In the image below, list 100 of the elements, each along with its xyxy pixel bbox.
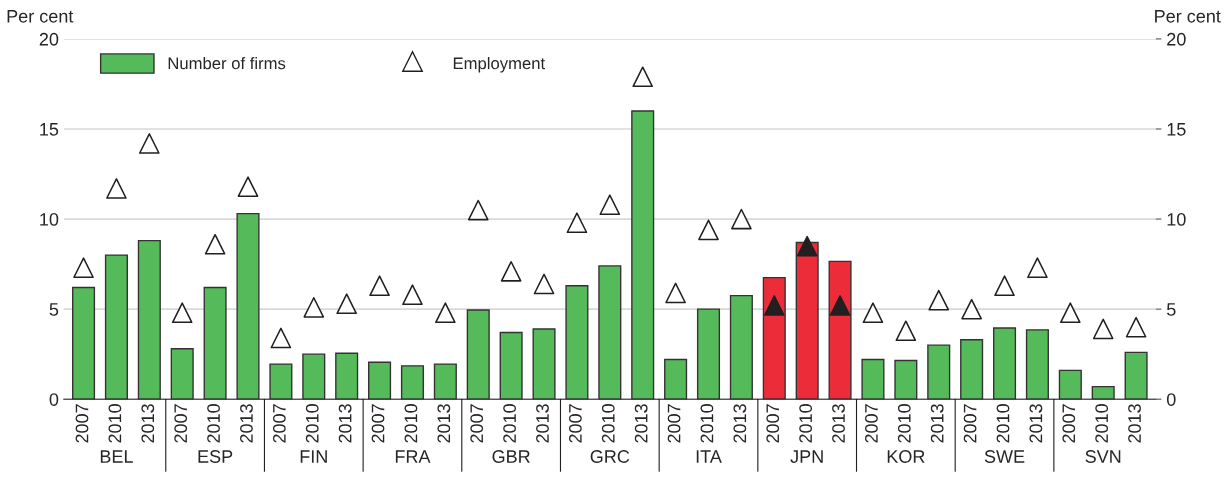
bar — [894, 359, 918, 400]
point — [369, 275, 390, 297]
point — [566, 212, 588, 234]
point — [73, 257, 94, 279]
x-tick-label: 2013 — [1029, 404, 1043, 443]
point — [402, 284, 423, 306]
x-tick-label: 2007 — [174, 404, 188, 443]
point — [171, 302, 193, 324]
point — [763, 295, 785, 316]
x-tick-label: 2013 — [733, 404, 747, 443]
text: ITA — [696, 450, 722, 463]
point — [138, 133, 160, 154]
bar — [466, 309, 490, 400]
point — [665, 282, 686, 304]
x-tick-label: 2007 — [568, 404, 582, 443]
x-tick-label: 2010 — [503, 404, 516, 443]
bar — [71, 286, 96, 400]
x-tick-label: 2013 — [240, 404, 253, 443]
x-tick-label: 2010 — [799, 404, 813, 443]
bar — [302, 353, 326, 400]
x-tick-label: 2007 — [667, 404, 681, 443]
x-tick-label: 2007 — [371, 404, 385, 443]
x-tick-label: 2013 — [437, 404, 451, 443]
x-tick-label: 2010 — [1095, 404, 1109, 443]
text: GRC — [590, 450, 630, 463]
legend-label: Employment — [453, 57, 546, 73]
point — [106, 178, 127, 199]
bar — [598, 265, 622, 400]
point — [435, 302, 456, 324]
bar — [104, 254, 128, 400]
point — [500, 260, 522, 282]
point — [204, 233, 226, 255]
x-tick-label: 2010 — [305, 404, 319, 443]
y2-tick-label: 0 — [1166, 393, 1176, 406]
bar — [1025, 329, 1049, 400]
x-tick-label: 2013 — [141, 404, 155, 443]
text: GBR — [492, 450, 530, 463]
x-tick-label: 2010 — [897, 404, 911, 443]
x-tick-label: 2010 — [108, 404, 122, 443]
x-tick-label: 2013 — [832, 404, 845, 443]
x-tick-label: 2007 — [470, 404, 484, 443]
point — [731, 208, 752, 230]
bar — [1124, 351, 1148, 400]
x-tick-label: 2007 — [766, 404, 780, 443]
text: BEL — [100, 450, 133, 463]
point — [1092, 318, 1114, 340]
bar — [269, 363, 293, 400]
bar — [828, 260, 852, 400]
bar — [565, 285, 589, 400]
point — [467, 199, 489, 221]
text: FRA — [395, 450, 431, 463]
bar — [1091, 385, 1115, 400]
point — [599, 194, 621, 215]
legend-label: Number of firms — [168, 57, 286, 70]
x-tick-label: 2010 — [601, 404, 615, 443]
text: FIN — [300, 450, 327, 463]
point — [698, 219, 719, 241]
text: JPN — [790, 450, 823, 463]
y-tick-label: 10 — [40, 213, 59, 226]
x-tick-label: 2010 — [700, 404, 714, 443]
bar — [368, 361, 392, 400]
bar — [1058, 369, 1082, 400]
point — [994, 275, 1015, 297]
y-tick-label: 0 — [49, 393, 59, 406]
point — [632, 66, 654, 88]
x-tick-label: 2007 — [865, 404, 878, 443]
y-axis-title: Per cent — [7, 10, 74, 23]
bar — [861, 358, 885, 400]
bar — [236, 212, 260, 400]
x-tick-label: 2010 — [404, 404, 418, 443]
bar — [795, 241, 819, 400]
y2-tick-label: 5 — [1166, 303, 1176, 316]
y2-tick-label: 20 — [1167, 32, 1186, 46]
point — [1125, 316, 1147, 338]
bar — [170, 348, 194, 400]
point — [1059, 302, 1081, 324]
x-tick-label: 2007 — [272, 404, 286, 443]
point — [829, 295, 851, 316]
bar — [729, 294, 753, 400]
y-tick-label: 20 — [39, 32, 59, 46]
x-tick-label: 2010 — [207, 404, 220, 443]
bar — [762, 276, 786, 400]
point — [796, 235, 818, 257]
y-tick-label: 15 — [40, 123, 59, 136]
bar — [433, 363, 457, 400]
x-tick-label: 2013 — [634, 404, 648, 443]
point — [533, 273, 555, 295]
point — [862, 302, 884, 324]
text: SVN — [1085, 450, 1121, 463]
point — [237, 176, 259, 197]
x-tick-label: 2013 — [338, 404, 352, 443]
x-tick-label: 2007 — [963, 404, 977, 443]
point — [1027, 257, 1048, 279]
bar — [203, 286, 227, 400]
point — [895, 320, 917, 342]
bar — [696, 308, 721, 400]
x-tick-label: 2007 — [75, 404, 89, 443]
bar — [960, 339, 984, 400]
point — [270, 327, 292, 349]
bar — [927, 344, 951, 400]
